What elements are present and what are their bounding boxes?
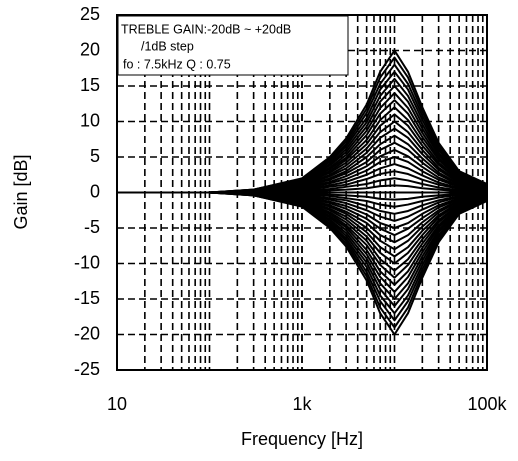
y-tick-label: 0 (90, 181, 100, 201)
y-tick-label: -25 (74, 359, 100, 379)
y-tick-label: 15 (80, 75, 100, 95)
y-tick-label: -20 (74, 323, 100, 343)
y-tick-label: -10 (74, 252, 100, 272)
curves (117, 49, 488, 336)
x-tick-label: 1k (292, 394, 312, 414)
annotation: TREBLE GAIN:-20dB ~ +20dB (121, 22, 291, 36)
annotation: fo : 7.5kHz Q : 0.75 (123, 57, 231, 71)
y-axis-label: Gain [dB] (11, 154, 31, 229)
x-tick-label: 100k (467, 394, 507, 414)
x-axis-label: Frequency [Hz] (241, 429, 363, 449)
y-tick-label: 5 (90, 146, 100, 166)
labels: 10 1k 100k -25 -20 -15 -10 -5 0 5 10 15 20 25 (74, 4, 508, 414)
y-tick-label: 10 (80, 110, 100, 130)
curve (117, 191, 488, 336)
y-tick-label: 20 (80, 39, 100, 59)
x-tick-label: 10 (107, 394, 127, 414)
y-tick-label: -15 (74, 288, 100, 308)
annotation: /1dB step (141, 39, 194, 53)
y-tick-label: -5 (84, 217, 100, 237)
plot-frame (116, 14, 488, 371)
y-tick-label: 25 (80, 4, 100, 24)
annotation-box (117, 15, 349, 76)
